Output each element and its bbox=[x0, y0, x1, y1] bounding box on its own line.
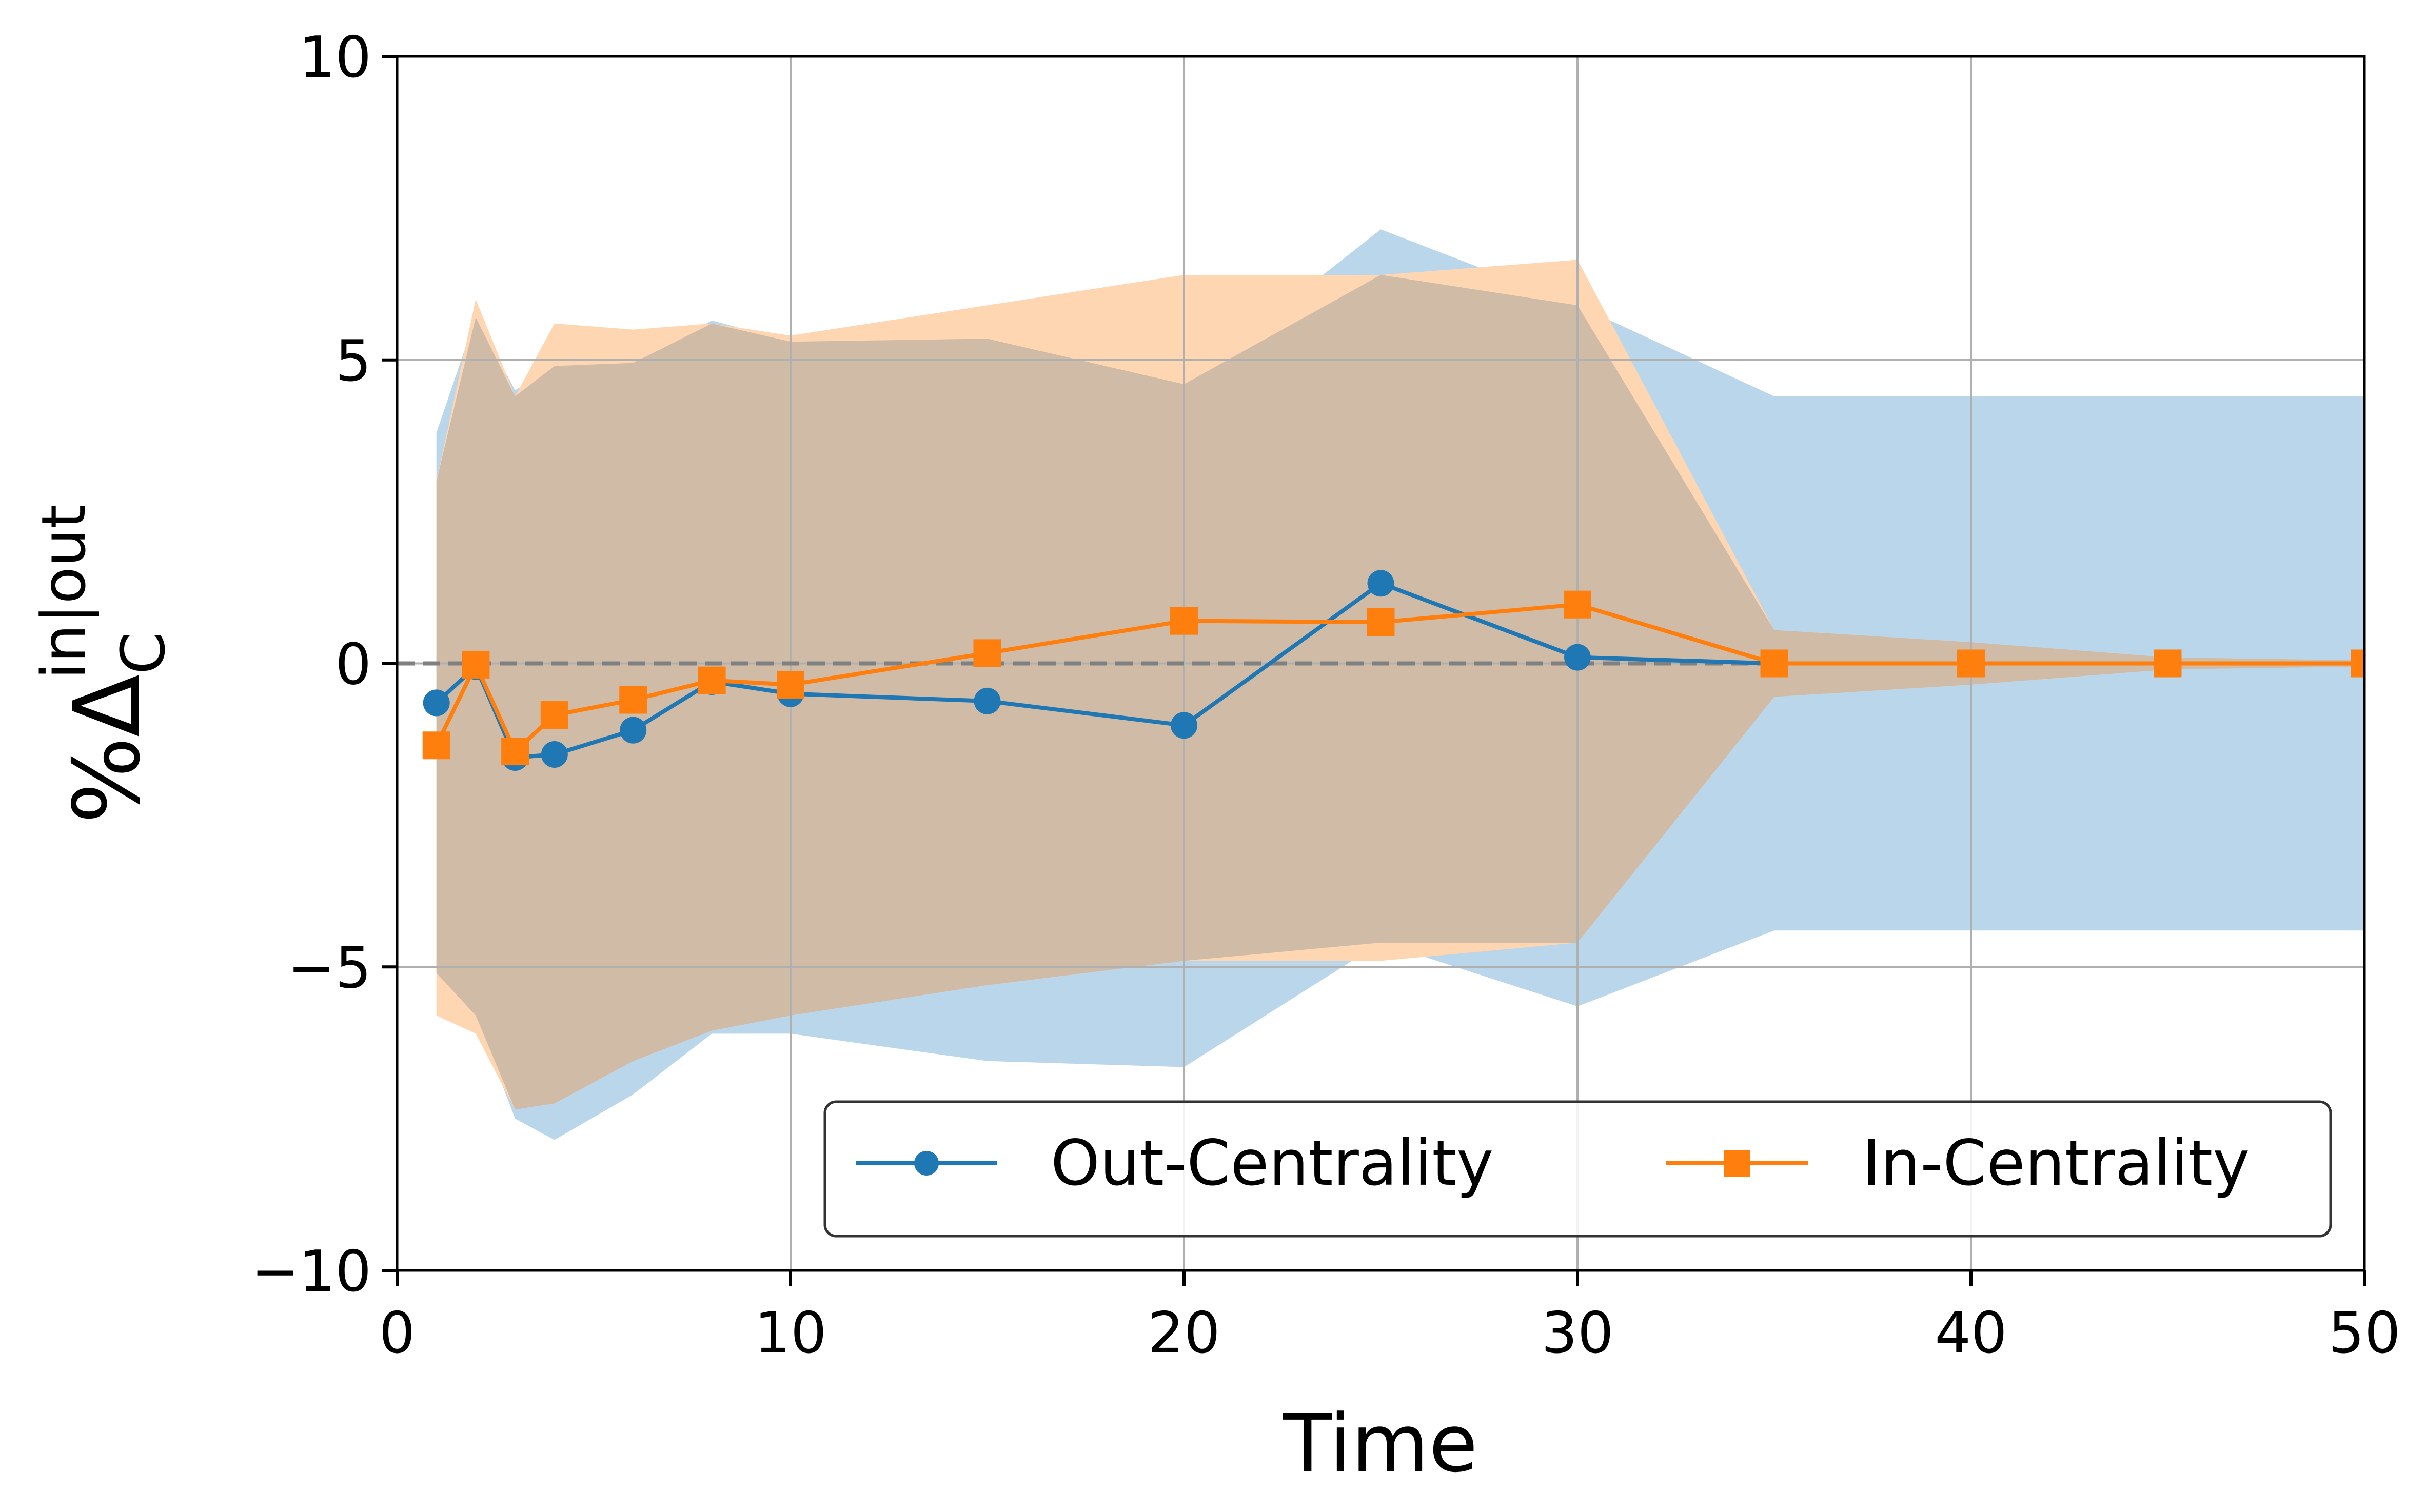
out-centrality-point bbox=[541, 741, 568, 768]
in-centrality-point bbox=[422, 731, 450, 760]
legend: Out-Centrality In-Centrality bbox=[823, 1100, 2332, 1238]
y-tick-label: −5 bbox=[287, 935, 371, 1001]
in-centrality-point bbox=[619, 686, 647, 714]
in-centrality-point bbox=[1367, 608, 1395, 636]
y-axis-label: %ΔCin|out bbox=[28, 505, 179, 824]
in-centrality-point bbox=[1564, 590, 1591, 619]
out-centrality-point bbox=[620, 717, 647, 744]
in-centrality-point bbox=[777, 670, 804, 699]
bands-layer bbox=[436, 229, 2364, 1140]
in-centrality-point bbox=[698, 666, 726, 694]
legend-label-out-centrality: Out-Centrality bbox=[1051, 1127, 1493, 1200]
y-axis-label-main: %Δ bbox=[54, 674, 160, 824]
in-centrality-point bbox=[973, 639, 1001, 667]
x-tick-label: 50 bbox=[2328, 1300, 2400, 1366]
out-centrality-point bbox=[1171, 712, 1197, 739]
out-centrality-point bbox=[1564, 644, 1591, 671]
y-tick-label: 10 bbox=[299, 25, 371, 91]
x-tick-label: 0 bbox=[379, 1300, 416, 1366]
in-centrality-point bbox=[501, 738, 529, 766]
x-axis-label: Time bbox=[1283, 1397, 1477, 1490]
out-centrality-point bbox=[974, 687, 1001, 714]
band-overlap bbox=[436, 275, 2364, 1110]
y-tick-label: −10 bbox=[251, 1239, 371, 1305]
in-centrality-point bbox=[462, 650, 490, 679]
out-centrality-point bbox=[423, 689, 450, 717]
out-centrality-point bbox=[1367, 570, 1394, 597]
legend-swatch-out-centrality-marker bbox=[914, 1151, 939, 1176]
y-tick-label: 5 bbox=[335, 328, 371, 394]
in-centrality-point bbox=[1760, 649, 1788, 678]
x-tick-label: 10 bbox=[754, 1300, 826, 1366]
y-axis-label-sup: in|out bbox=[28, 505, 99, 680]
y-axis-label-sub: C bbox=[108, 632, 179, 674]
legend-frame bbox=[823, 1100, 2332, 1238]
x-tick-label: 40 bbox=[1935, 1300, 2007, 1366]
in-centrality-point bbox=[2351, 649, 2364, 678]
x-axis: 0 10 20 30 40 50 bbox=[379, 1270, 2401, 1366]
in-centrality-point bbox=[540, 701, 568, 729]
x-tick-label: 20 bbox=[1148, 1300, 1220, 1366]
legend-label-in-centrality: In-Centrality bbox=[1862, 1127, 2250, 1200]
in-centrality-point bbox=[1170, 607, 1198, 635]
in-centrality-point bbox=[2154, 649, 2182, 678]
y-tick-label: 0 bbox=[335, 632, 371, 698]
legend-swatch-in-centrality-marker bbox=[1724, 1150, 1750, 1177]
in-centrality-point bbox=[1957, 649, 1985, 678]
y-axis: −10 −5 0 5 10 bbox=[251, 25, 397, 1305]
x-tick-label: 30 bbox=[1541, 1300, 1613, 1366]
svg-text:%ΔCin|out: %ΔCin|out bbox=[28, 505, 179, 824]
series-layer bbox=[422, 570, 2364, 771]
